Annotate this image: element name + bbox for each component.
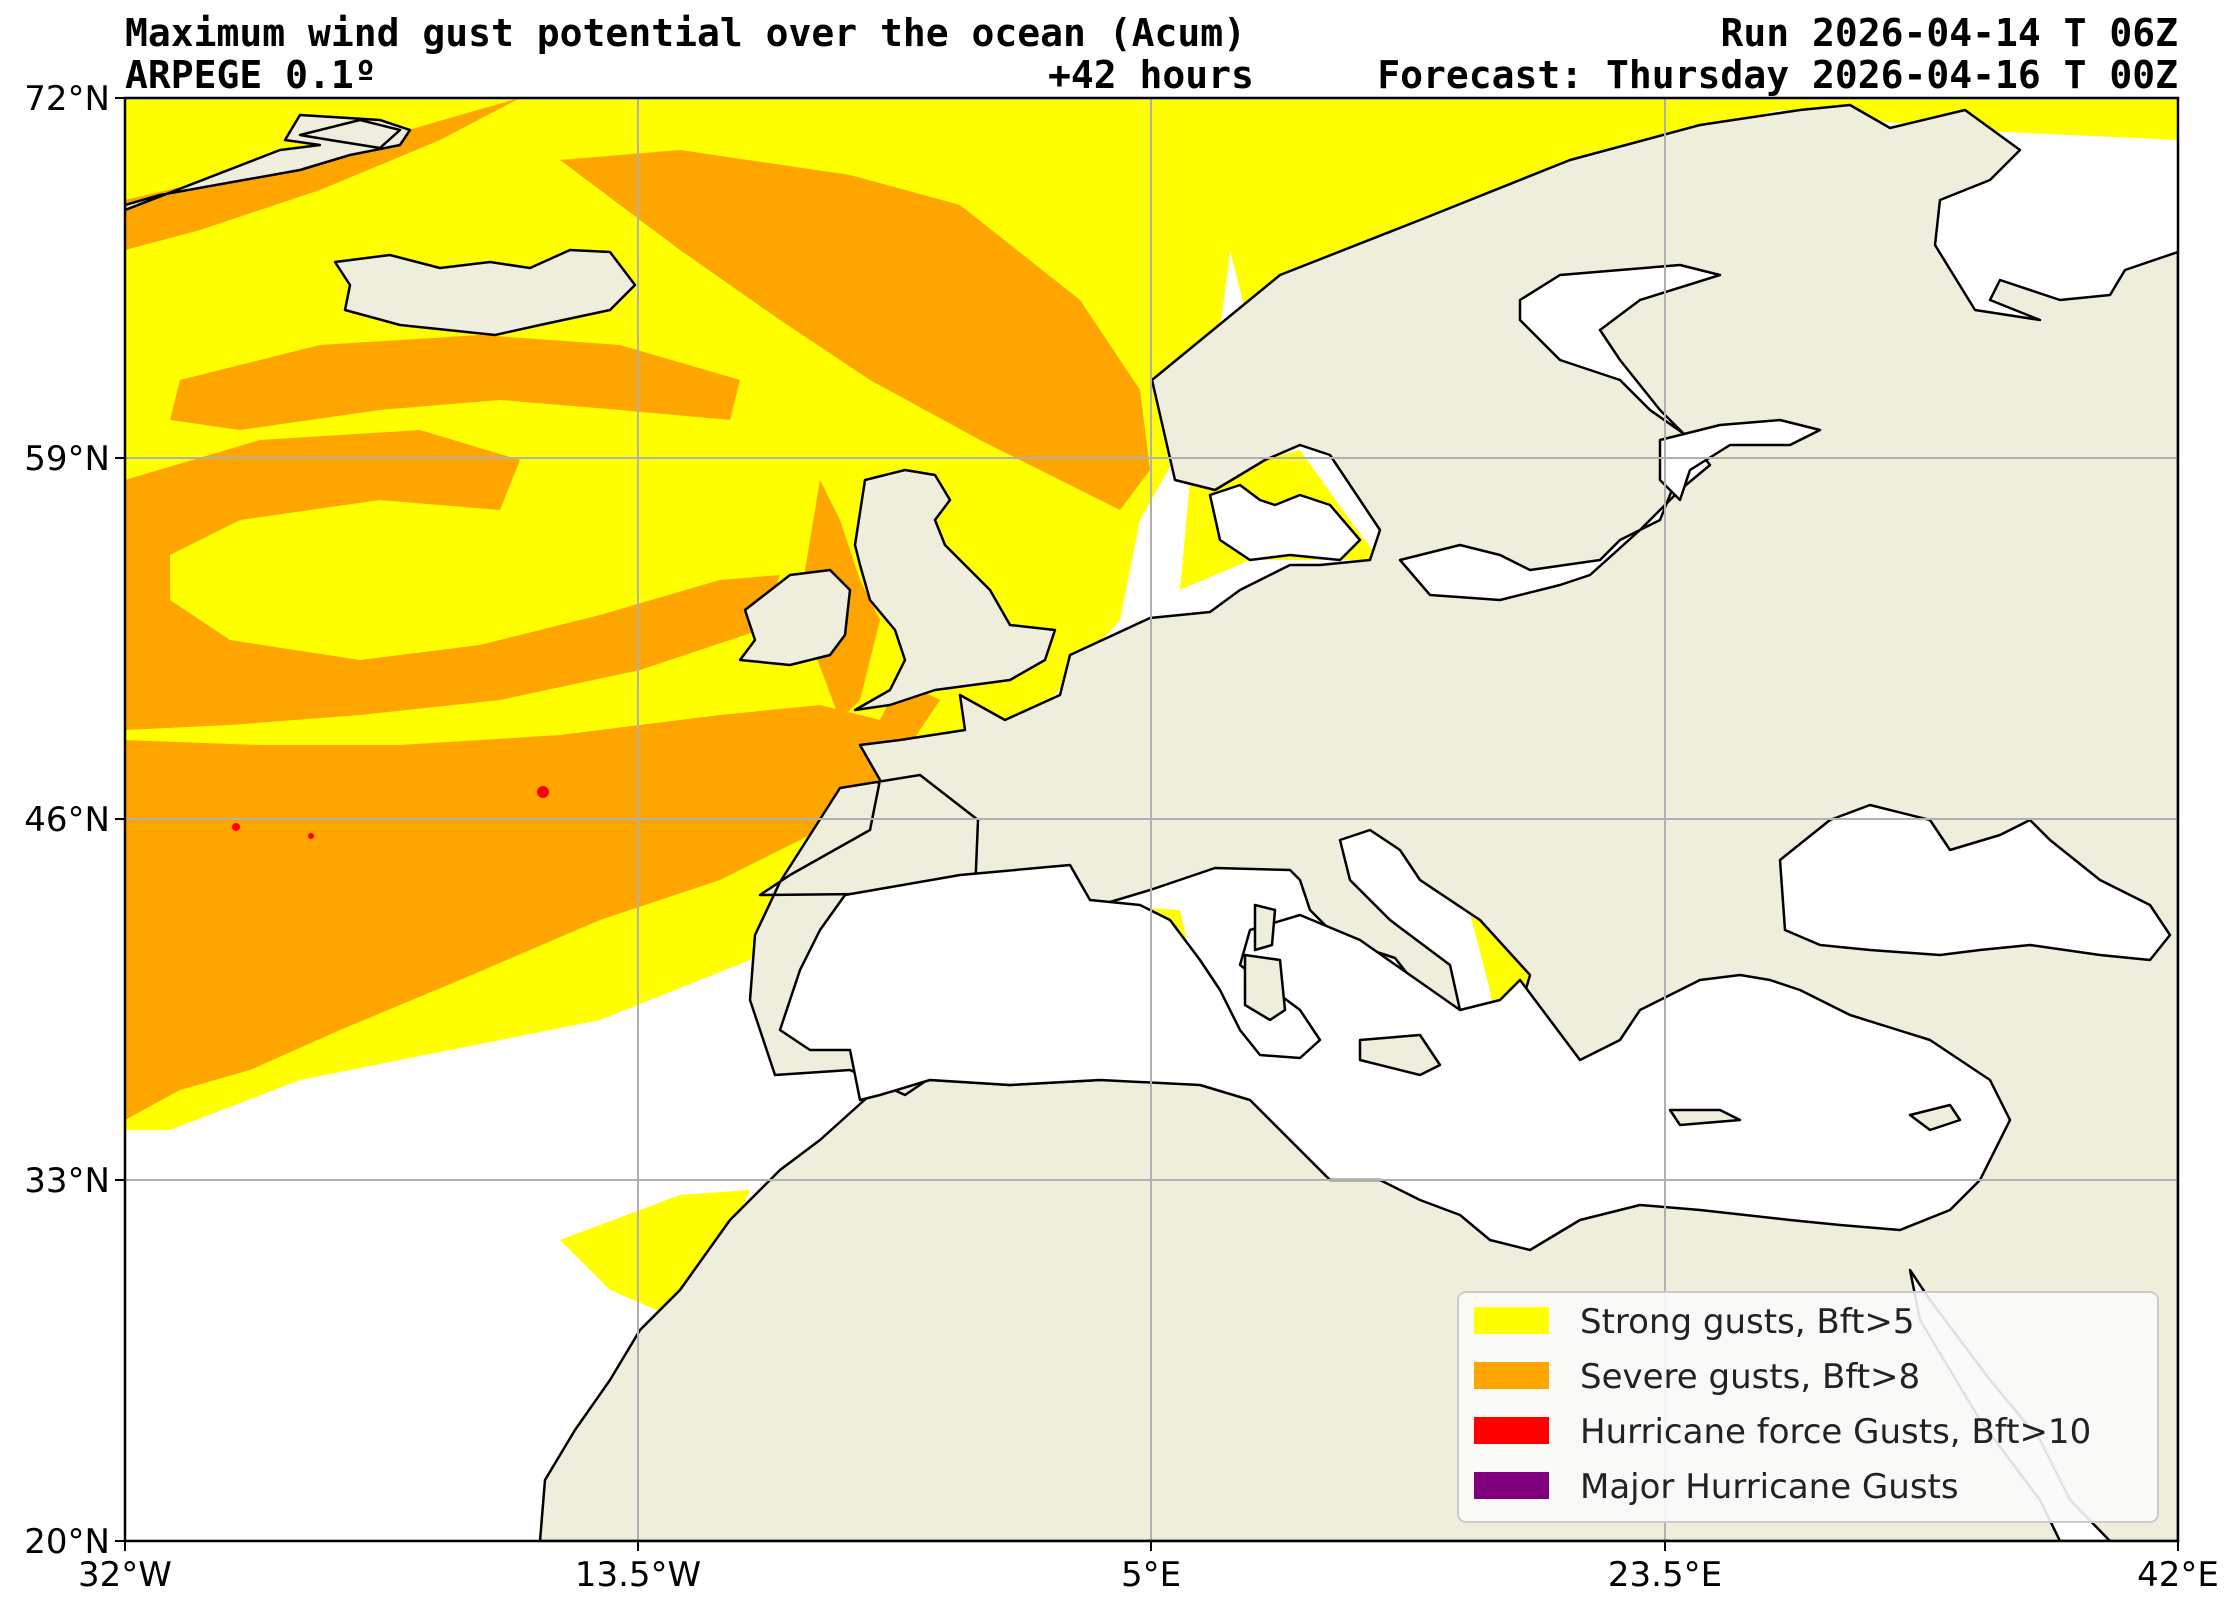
- model-label: ARPEGE 0.1º: [125, 53, 377, 97]
- severe-gusts-area: [125, 98, 1525, 1120]
- lat-tick-label: 20°N: [24, 1522, 110, 1562]
- lon-tick-label: 5°E: [1121, 1555, 1181, 1595]
- legend-label: Hurricane force Gusts, Bft>10: [1580, 1412, 2091, 1452]
- land-masses: [125, 103, 2178, 1541]
- legend-swatch-severe: [1474, 1362, 1549, 1389]
- lat-tick-label: 33°N: [24, 1161, 110, 1201]
- lon-tick-label: 32°W: [78, 1555, 172, 1595]
- map-title: Maximum wind gust potential over the oce…: [125, 11, 1247, 55]
- lon-tick-label: 42°E: [2137, 1555, 2219, 1595]
- lat-tick-label: 59°N: [24, 439, 110, 479]
- lon-tick-label: 23.5°E: [1608, 1555, 1722, 1595]
- tick-marks: [115, 97, 2179, 1551]
- lat-tick-label: 72°N: [24, 79, 110, 119]
- legend-swatch-major-hurricane: [1474, 1472, 1549, 1499]
- legend: Strong gusts, Bft>5 Severe gusts, Bft>8 …: [1457, 1291, 2159, 1523]
- forecast-label: Forecast: Thursday 2026-04-16 T 00Z: [1377, 53, 2178, 97]
- lead-time-label: +42 hours: [1048, 53, 1254, 97]
- legend-swatch-hurricane: [1474, 1417, 1549, 1444]
- lat-tick-label: 46°N: [24, 800, 110, 840]
- legend-label: Severe gusts, Bft>8: [1580, 1357, 1920, 1397]
- run-label: Run 2026-04-14 T 06Z: [1720, 11, 2178, 55]
- legend-label: Strong gusts, Bft>5: [1580, 1302, 1915, 1342]
- legend-swatch-strong: [1474, 1307, 1549, 1334]
- lon-tick-label: 13.5°W: [575, 1555, 701, 1595]
- hurricane-gusts-area: [232, 786, 549, 839]
- legend-box: [1457, 1291, 2159, 1523]
- legend-label: Major Hurricane Gusts: [1580, 1467, 1959, 1507]
